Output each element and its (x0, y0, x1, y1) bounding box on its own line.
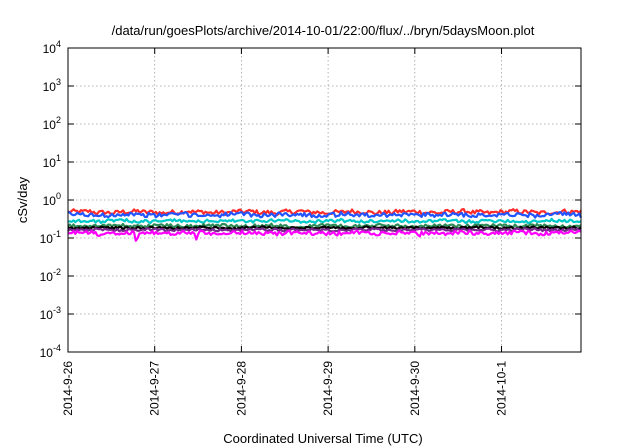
y-tick-label: 104 (43, 39, 61, 56)
series-lines (67, 208, 583, 242)
x-tick-label: 2014-9-26 (61, 361, 75, 416)
y-tick-label: 102 (43, 115, 61, 132)
grid (68, 48, 581, 352)
series-line (67, 225, 582, 231)
y-tick-label: 101 (43, 153, 61, 170)
series-line (67, 210, 583, 219)
chart-title: /data/run/goesPlots/archive/2014-10-01/2… (112, 23, 535, 38)
x-tick-label: 2014-9-29 (321, 361, 335, 416)
series-line (67, 217, 582, 225)
y-tick-label: 103 (43, 77, 61, 94)
x-axis-label: Coordinated Universal Time (UTC) (223, 431, 422, 446)
y-tick-label: 10-4 (40, 343, 61, 360)
x-tick-label: 2014-9-30 (408, 361, 422, 416)
y-tick-label: 10-2 (40, 267, 61, 284)
tick-marks (67, 47, 581, 353)
y-tick-labels: 10-4 10-3 10-2 10-1 100 101 102 103 104 (40, 39, 61, 360)
x-tick-labels: 2014-9-26 2014-9-27 2014-9-28 2014-9-29 2014… (61, 361, 509, 416)
x-tick-label: 2014-10-1 (495, 361, 509, 416)
x-tick-label: 2014-9-27 (148, 361, 162, 416)
y-tick-label: 100 (43, 191, 61, 208)
series-line (67, 229, 582, 242)
y-tick-label: 10-3 (40, 305, 61, 322)
x-tick-label: 2014-9-28 (234, 361, 248, 416)
y-tick-label: 10-1 (40, 229, 61, 246)
y-axis-label: cSv/day (15, 176, 30, 223)
series-line (67, 227, 582, 233)
